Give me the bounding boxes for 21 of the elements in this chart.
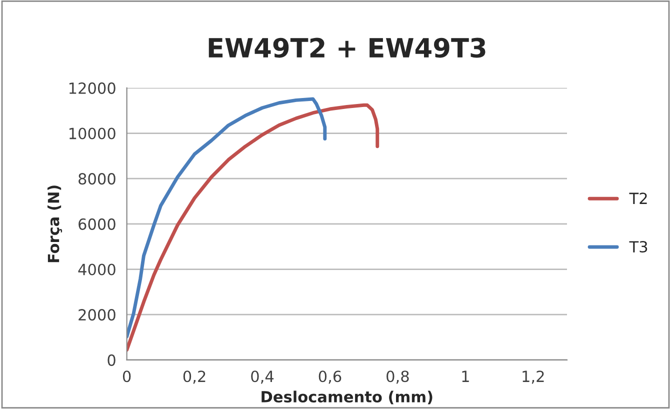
legend-label: T3 <box>629 241 648 253</box>
y-tick-label: 4000 <box>78 264 116 276</box>
y-axis-title: Força (N) <box>47 186 62 262</box>
y-tick-label: 0 <box>108 354 116 366</box>
x-tick-label: 0 <box>122 370 131 382</box>
x-tick-label: 1,2 <box>522 370 544 384</box>
y-tick-label: 12000 <box>69 82 116 94</box>
line-series <box>126 97 327 338</box>
y-tick-label: 10000 <box>69 128 116 140</box>
x-tick-label: 0,2 <box>183 370 206 384</box>
x-tick-label: 0,4 <box>251 370 274 384</box>
x-tick-label: 0,8 <box>386 370 409 384</box>
x-tick-label: 1 <box>462 370 469 382</box>
y-tick-label: 6000 <box>78 218 116 230</box>
x-axis-title: Deslocamento (mm) <box>262 390 432 404</box>
legend-label: T2 <box>629 192 647 204</box>
line-series <box>126 103 380 352</box>
y-tick-label: 2000 <box>78 309 116 321</box>
y-tick-label: 8000 <box>78 173 116 185</box>
x-tick-label: 0,6 <box>318 370 342 384</box>
chart-title: EW49T2 + EW49T3 <box>208 38 486 58</box>
